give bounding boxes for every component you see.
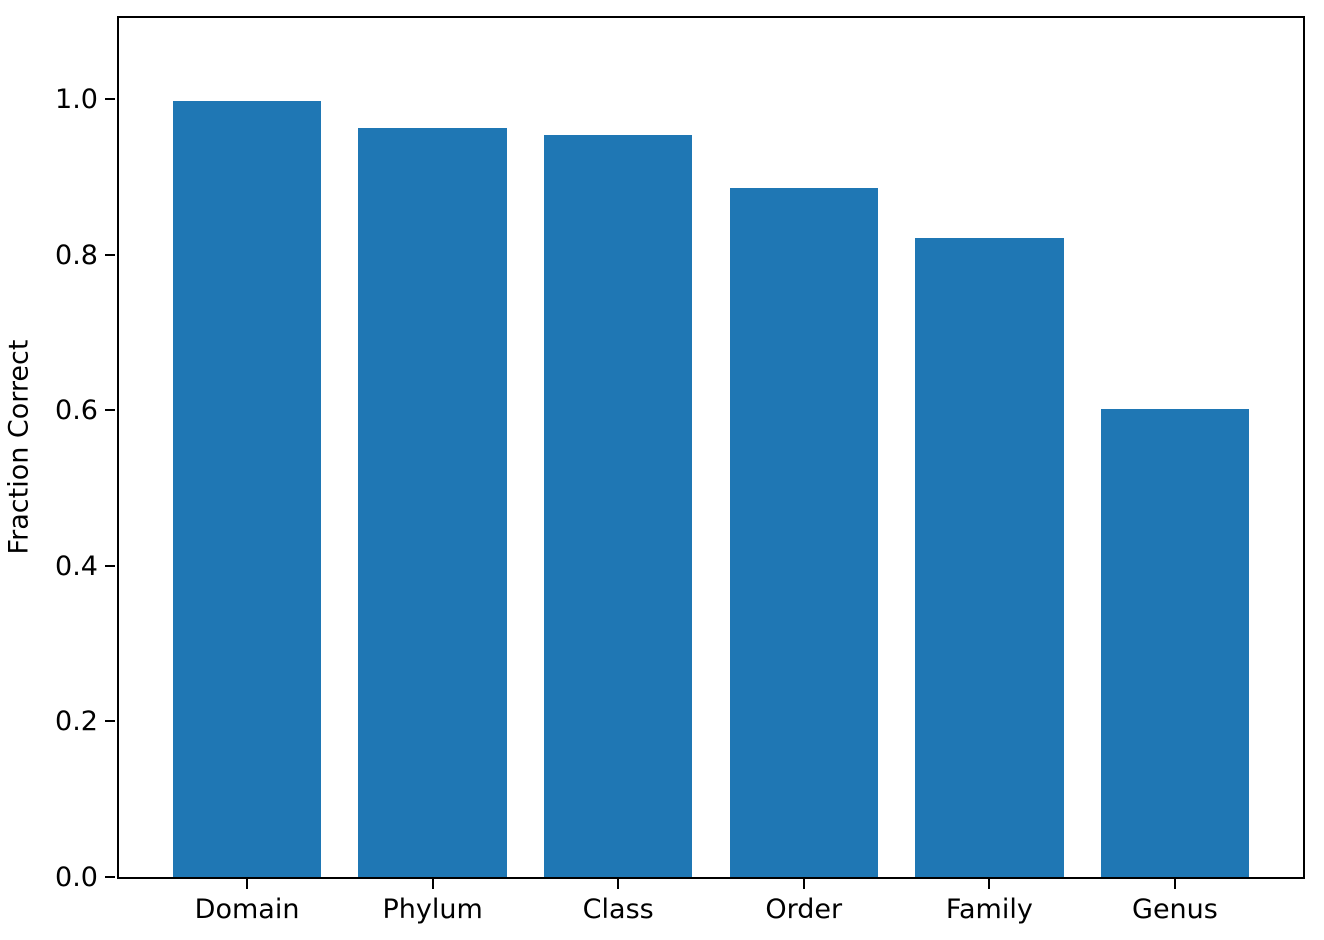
bar-genus <box>1100 409 1250 877</box>
y-tick-mark <box>105 253 115 256</box>
x-tick-label-phylum: Phylum <box>382 894 483 925</box>
bar-family <box>915 238 1064 877</box>
x-tick-label-domain: Domain <box>194 894 300 925</box>
bar-domain <box>172 101 322 877</box>
y-tick-mark <box>105 409 115 412</box>
y-tick-mark <box>105 720 115 723</box>
y-tick-mark <box>105 876 115 878</box>
x-tick-label-class: Class <box>582 894 654 925</box>
y-tick-label: 0.6 <box>55 395 98 427</box>
plot-area <box>117 16 1305 879</box>
y-tick-label: 1.0 <box>55 83 98 115</box>
x-tick-mark <box>1173 879 1176 889</box>
y-tick-label: 0.0 <box>55 862 98 893</box>
x-tick-mark <box>431 879 434 889</box>
bar-phylum <box>358 127 507 877</box>
x-tick-mark <box>988 879 991 889</box>
x-tick-label-family: Family <box>945 894 1033 925</box>
bar-order <box>729 187 878 877</box>
y-tick-label: 0.8 <box>55 239 98 271</box>
x-tick-mark <box>802 879 805 889</box>
x-tick-mark <box>246 879 249 889</box>
y-tick-label: 0.4 <box>55 550 98 582</box>
x-tick-mark <box>617 879 620 889</box>
y-axis-label: Fraction Correct <box>3 339 35 555</box>
y-tick-mark <box>105 97 115 100</box>
y-tick-label: 0.2 <box>55 706 98 738</box>
x-tick-label-order: Order <box>765 894 843 925</box>
bar-class <box>543 134 693 877</box>
y-tick-mark <box>105 564 115 567</box>
x-tick-label-genus: Genus <box>1132 894 1218 925</box>
